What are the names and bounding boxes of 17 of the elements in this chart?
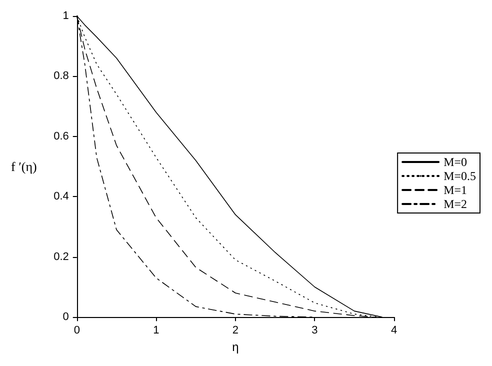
x-tick-label: 3 bbox=[312, 324, 318, 337]
y-axis-title: f ′(η) bbox=[10, 159, 37, 174]
legend-label: M=0 bbox=[444, 155, 467, 169]
x-tick-label: 0 bbox=[74, 324, 80, 337]
y-tick-label: 0.6 bbox=[54, 130, 69, 142]
y-tick-label: 1 bbox=[62, 10, 69, 22]
y-tick-label: 0.8 bbox=[54, 70, 69, 82]
x-tick-label: 1 bbox=[153, 324, 160, 337]
x-axis-title: η bbox=[232, 340, 239, 354]
legend-label: M=1 bbox=[444, 183, 467, 197]
legend-label: M=0.5 bbox=[444, 169, 476, 183]
legend-label: M=2 bbox=[444, 197, 467, 211]
x-tick-label: 4 bbox=[390, 324, 398, 337]
y-tick-label: 0 bbox=[62, 311, 69, 324]
y-tick-label: 0.2 bbox=[54, 250, 69, 263]
y-tick-label: 0.4 bbox=[54, 190, 69, 203]
x-tick-label: 2 bbox=[232, 324, 238, 337]
